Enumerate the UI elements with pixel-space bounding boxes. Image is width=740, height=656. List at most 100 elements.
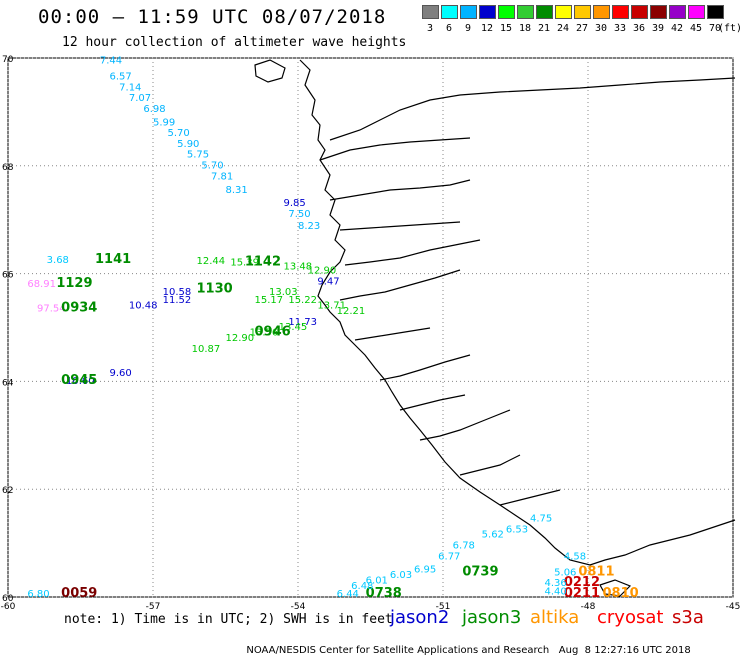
wave-height-value: 4.58 [564,551,586,562]
fjord-9 [419,409,511,441]
legend-swatch [460,5,477,19]
legend-swatch [498,5,515,19]
wave-height-value: 6.95 [414,565,436,576]
wave-height-value: 13.56 [250,328,279,339]
wave-height-value: 6.78 [453,540,475,551]
legend-swatch [612,5,629,19]
pass-time-label: 0811 [578,564,614,579]
wave-height-value: 6.80 [27,589,49,600]
credit-text: NOAA/NESDIS Center for Satellite Applica… [246,645,550,656]
legend-label: 21 [537,23,551,34]
wave-height-value: 15.39 [230,258,259,269]
legend-swatch [422,5,439,19]
wave-height-value: 5.62 [482,530,504,541]
legend-unit: (ft) [718,23,740,34]
legend-swatch [650,5,667,19]
legend-swatch [441,5,458,19]
legend-label: 30 [594,23,608,34]
pass-time-label: 1129 [56,276,92,291]
coastline-main [299,59,736,566]
fjord-2 [329,179,471,201]
legend-swatch [593,5,610,19]
legend-label: 9 [464,23,472,34]
wave-height-value: 8.31 [226,185,248,196]
wave-height-value: 6.03 [390,570,412,581]
legend-label: 24 [556,23,570,34]
wave-height-value: 10.58 [163,287,192,298]
wave-height-value: 68.91 [27,279,56,290]
wave-height-value: 6.01 [366,576,388,587]
wave-height-value: 5.90 [177,139,199,150]
legend-label: 18 [518,23,532,34]
greenland-coastline [254,59,736,597]
legend-label: 27 [575,23,589,34]
fjord-10 [459,454,521,476]
latitude-label: 68 [2,163,14,173]
legend-label: 45 [689,23,703,34]
wave-height-value: 11.52 [163,295,192,306]
longitude-label: -54 [291,602,306,612]
satellite-altika: altika [530,607,580,628]
wave-height-value: 12.90 [308,266,337,277]
legend-swatch [669,5,686,19]
pass-time-label: 0059 [61,586,97,601]
pass-time-label: 1142 [245,255,281,270]
pass-time-label: 0934 [61,300,97,315]
fjord-6 [354,327,431,341]
wave-height-value: 15.22 [288,295,317,306]
pass-time-label: 0945 [61,373,97,388]
wave-height-value: 7.50 [288,209,310,220]
wave-height-value: 12.21 [337,306,366,317]
pass-time-label: 1141 [95,252,131,267]
legend-label: 33 [613,23,627,34]
satellite-jason2: jason2 [390,607,450,628]
units-note: note: 1) Time is in UTC; 2) SWH is in fe… [64,612,393,627]
wave-height-value: 6.77 [438,551,460,562]
wave-height-value: 5.75 [187,150,209,161]
map-subtitle: 12 hour collection of altimeter wave hei… [62,35,407,50]
satellite-s3a: s3a [672,607,704,628]
pass-time-label: 0738 [366,586,402,601]
graticule-grid [7,57,734,598]
legend-label: 39 [651,23,665,34]
wave-height-value: 6.48 [351,581,373,592]
wave-height-value: 4.36 [545,578,567,589]
longitude-label: -45 [726,602,740,612]
satellite-jason3: jason3 [462,607,522,628]
legend-label: 6 [445,23,453,34]
wave-height-value: 7.81 [211,171,233,182]
fjord-5 [339,269,461,301]
wave-height-value: 13.45 [279,322,308,333]
wave-height-value: 4.75 [530,514,552,525]
wave-height-value: 7.14 [119,82,141,93]
latitude-label: 64 [2,378,14,388]
legend-swatch [688,5,705,19]
pass-time-label: 0810 [603,586,639,601]
map-title: 00:00 – 11:59 UTC 08/07/2018 [38,6,387,28]
wave-height-value: 5.06 [554,567,576,578]
satellite-cryosat: cryosat [597,607,664,628]
wave-height-value: 5.99 [153,117,175,128]
legend-swatch [536,5,553,19]
wave-height-value: 13.03 [269,287,298,298]
wave-height-value: 6.57 [110,72,132,83]
wave-height-value: 10.48 [129,301,158,312]
timestamp-text: Aug 8 12:27:16 UTC 2018 [558,645,691,656]
longitude-label: -48 [581,602,596,612]
longitude-label: -60 [1,602,16,612]
fjord-7 [379,354,471,381]
axis-labels: 70 68 66 64 62 60-60 -57 -54 -51 -48 -45 [1,55,740,612]
latitude-label: 60 [2,594,14,604]
island-1 [254,59,286,83]
pass-time-label: 0212 [564,575,600,590]
wave-height-value: 13.71 [317,301,346,312]
legend-swatch [479,5,496,19]
wave-height-value: 5.70 [201,160,223,171]
pass-time-label: 0739 [462,564,498,579]
coastline-inner [329,77,736,141]
legend-swatch [631,5,648,19]
wave-height-value: 3.68 [47,255,69,266]
legend-label: 15 [499,23,513,34]
wave-height-labels: 7.446.577.147.076.985.995.705.905.755.70… [27,55,638,601]
longitude-label: -57 [146,602,161,612]
